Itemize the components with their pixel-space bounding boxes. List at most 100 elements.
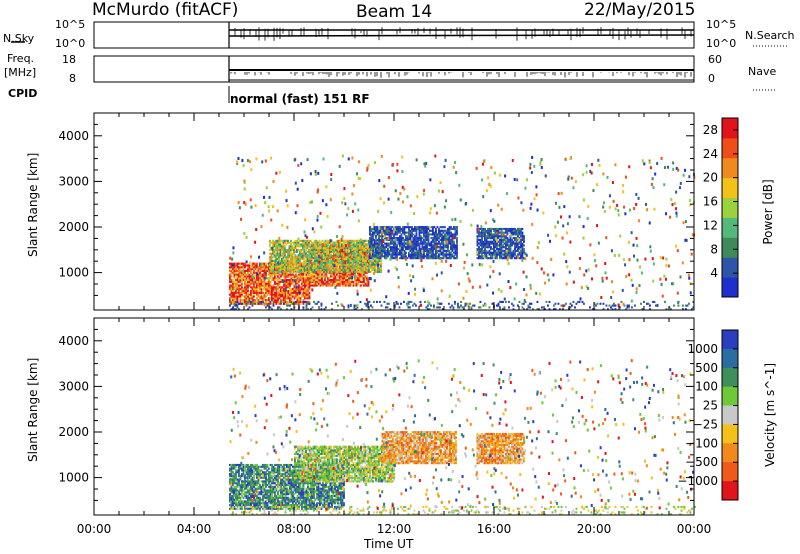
range-cell <box>268 302 270 305</box>
range-cell <box>370 238 373 241</box>
range-cell <box>353 306 356 309</box>
range-cell <box>308 295 311 298</box>
scatter-echo <box>636 244 639 248</box>
range-cell <box>269 261 271 264</box>
range-cell <box>254 280 257 283</box>
range-cell <box>265 269 267 272</box>
scatter-echo <box>309 260 312 264</box>
range-cell <box>284 291 287 294</box>
range-cell <box>365 239 367 242</box>
range-cell <box>241 286 243 289</box>
range-cell <box>500 247 503 251</box>
range-cell <box>279 259 282 262</box>
range-cell <box>344 259 346 262</box>
range-cell <box>351 268 354 272</box>
scatter-echo <box>681 261 684 265</box>
range-cell <box>414 242 416 245</box>
range-cell <box>298 306 300 309</box>
range-cell <box>308 300 311 304</box>
range-cell <box>248 306 251 309</box>
range-cell <box>305 261 307 264</box>
range-cell <box>450 255 452 258</box>
range-cell <box>620 300 623 304</box>
range-cell <box>363 278 365 282</box>
range-cell <box>324 258 327 261</box>
range-cell <box>485 246 488 249</box>
range-cell <box>229 304 231 307</box>
range-cell <box>364 284 367 287</box>
range-cell <box>326 245 328 248</box>
range-cell <box>329 250 331 253</box>
range-cell <box>256 291 258 294</box>
range-cell <box>348 270 351 273</box>
range-cell <box>365 243 367 246</box>
range-cell <box>393 242 395 245</box>
range-cell <box>314 245 316 248</box>
range-cell <box>403 238 406 241</box>
range-cell <box>429 233 431 236</box>
range-cell <box>497 229 500 232</box>
range-cell <box>359 254 361 257</box>
range-cell <box>394 249 397 252</box>
range-cell <box>256 266 258 269</box>
range-cell <box>433 240 436 243</box>
range-cell <box>318 280 320 283</box>
range-cell <box>424 233 427 236</box>
range-cell <box>485 253 488 256</box>
range-cell <box>284 300 287 304</box>
range-cell <box>288 265 291 268</box>
range-cell <box>514 238 516 241</box>
range-cell <box>433 237 436 240</box>
range-cell <box>356 258 358 261</box>
range-cell <box>415 237 418 240</box>
range-cell <box>315 261 318 264</box>
range-cell <box>385 246 388 249</box>
range-cell <box>494 244 497 247</box>
range-cell <box>512 227 515 231</box>
range-cell <box>296 268 298 272</box>
scatter-echo <box>455 171 458 175</box>
range-cell <box>415 240 418 243</box>
scatter-echo <box>652 262 655 266</box>
range-cell <box>296 250 298 253</box>
range-cell <box>262 262 264 265</box>
range-cell <box>454 246 457 249</box>
range-cell <box>488 237 491 240</box>
range-cell <box>305 273 308 276</box>
range-cell <box>257 278 260 282</box>
range-cell <box>288 245 291 248</box>
range-cell <box>338 252 340 255</box>
range-cell <box>365 248 367 252</box>
range-cell <box>256 286 258 289</box>
range-cell <box>412 229 415 232</box>
range-cell <box>415 253 418 256</box>
range-cell <box>238 273 240 276</box>
range-cell <box>319 257 322 260</box>
range-cell <box>418 229 421 232</box>
range-cell <box>283 288 285 291</box>
range-cell <box>347 265 349 268</box>
range-cell <box>316 277 319 280</box>
range-cell <box>342 270 345 273</box>
range-cell <box>254 300 257 304</box>
range-cell <box>476 242 479 245</box>
range-cell <box>520 229 522 232</box>
range-cell <box>290 258 292 261</box>
range-cell <box>512 255 515 258</box>
range-cell <box>260 280 263 283</box>
range-cell <box>330 247 333 250</box>
range-cell <box>287 252 289 255</box>
range-cell <box>403 244 406 247</box>
range-cell <box>284 259 286 262</box>
range-cell <box>399 249 401 252</box>
range-cell <box>309 250 312 253</box>
range-cell <box>511 242 513 245</box>
range-cell <box>247 291 249 294</box>
range-cell <box>368 263 370 266</box>
range-cell <box>251 295 254 298</box>
range-cell <box>284 263 286 266</box>
range-cell <box>363 268 366 272</box>
range-cell <box>485 238 488 241</box>
scatter-echo <box>309 200 312 204</box>
range-cell <box>352 284 355 287</box>
